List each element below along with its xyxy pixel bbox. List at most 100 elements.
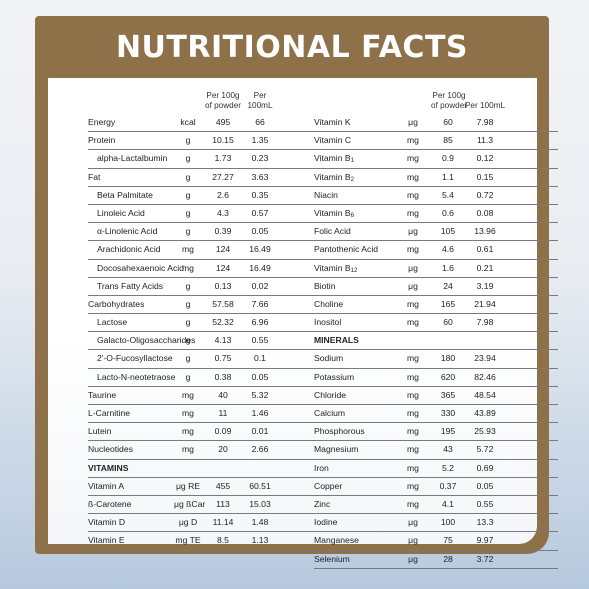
nutrient-subscript: 12	[350, 267, 358, 274]
nutrient-row: Vitamin E mg TE 8.5 1.13	[88, 532, 331, 551]
nutrient-unit: μg ßCar	[174, 498, 206, 509]
nutrient-name: Lacto-N-neotetraose	[97, 371, 176, 382]
value-per-100g: 4.13	[214, 335, 232, 346]
nutrient-row: Iodine μg 100 13.3	[314, 514, 558, 533]
value-per-100ml: 0.05	[251, 226, 269, 237]
nutrient-unit: mg	[407, 317, 419, 328]
nutrient-row: L-Carnitine mg 11 1.46	[88, 405, 331, 424]
nutrient-unit: mg	[407, 462, 419, 473]
nutrient-row: Selenium μg 28 3.72	[314, 551, 558, 569]
per-100g-line1: Per 100g	[432, 91, 466, 100]
value-per-100ml: 0.55	[476, 498, 494, 509]
nutrient-name: α-Linolenic Acid	[97, 226, 158, 237]
nutrient-row: Lutein mg 0.09 0.01	[88, 423, 331, 442]
nutrient-row: Inositol mg 60 7.98	[314, 314, 558, 333]
value-per-100g: 100	[440, 517, 456, 528]
value-per-100ml: 0.23	[251, 153, 269, 164]
value-per-100ml: 3.72	[476, 553, 494, 564]
section-header-row: VITAMINS	[88, 460, 331, 478]
value-per-100g: 10.15	[212, 135, 234, 146]
left-column-header: Per 100g of powder Per 100mL	[88, 80, 331, 114]
nutrient-name: Selenium	[314, 553, 350, 564]
nutrient-name: Manganese	[314, 535, 359, 546]
nutrient-row: Calcium mg 330 43.89	[314, 405, 558, 424]
nutrient-name: Vitamin E	[88, 535, 125, 546]
nutrient-row: Vitamin B2 mg 1.1 0.15	[314, 169, 558, 187]
nutrient-name: Chloride	[314, 389, 347, 400]
nutrient-unit: mg	[182, 244, 194, 255]
nutrient-name: Carbohydrates	[88, 298, 145, 309]
value-per-100g: 4.3	[217, 207, 229, 218]
nutrient-name: Iron	[314, 462, 329, 473]
nutrient-unit: μg	[408, 280, 418, 291]
nutrient-name: Vitamin B	[314, 171, 351, 182]
nutrient-row: Niacin mg 5.4 0.72	[314, 187, 558, 205]
nutrient-row: ß-Carotene μg ßCar 113 15.03	[88, 496, 331, 515]
nutrient-unit: g	[185, 353, 191, 364]
value-per-100g: 8.5	[217, 535, 229, 546]
nutrient-row: Energy kcal 495 66	[88, 114, 331, 133]
value-per-100ml: 0.21	[476, 262, 494, 273]
nutrient-unit: mg	[407, 426, 419, 437]
value-per-100ml: 66	[255, 117, 265, 127]
value-per-100ml: 6.96	[251, 317, 269, 328]
value-per-100g: 0.38	[214, 371, 232, 382]
nutrient-unit: g	[185, 135, 191, 146]
nutrient-name: Pantothenic Acid	[314, 244, 379, 255]
value-per-100g: 124	[215, 244, 231, 255]
value-per-100g: 57.58	[212, 298, 234, 309]
value-per-100g: 0.13	[214, 280, 232, 291]
nutrient-name: Vitamin C	[314, 135, 352, 146]
nutrient-name: Copper	[314, 480, 343, 491]
value-per-100g: 60	[443, 117, 453, 127]
value-per-100g: 43	[443, 444, 453, 455]
nutrient-row: Sodium mg 180 23.94	[314, 350, 558, 369]
nutrient-unit: g	[185, 189, 191, 200]
nutrient-unit: mg	[407, 207, 419, 218]
value-per-100ml: 43.89	[474, 408, 496, 418]
value-per-100g: 60	[443, 317, 453, 328]
nutrient-name: Inositol	[314, 317, 342, 328]
value-per-100ml: 82.46	[474, 371, 496, 382]
nutrient-row: Linoleic Acid g 4.3 0.57	[88, 205, 331, 224]
nutrient-unit: μg	[408, 226, 418, 237]
value-per-100g: 365	[440, 389, 456, 400]
nutrient-unit: mg	[407, 353, 419, 364]
nutrient-row: Choline mg 165 21.94	[314, 296, 558, 315]
nutrient-unit: g	[185, 317, 191, 328]
value-per-100g: 113	[216, 498, 230, 509]
left-rows: Energy kcal 495 66 Protein g 10.15 1.35 alpha-La…	[88, 114, 331, 551]
nutrient-unit: mg TE	[175, 535, 201, 546]
nutrient-unit: mg	[407, 498, 419, 509]
value-per-100g: 620	[440, 371, 456, 382]
value-per-100g: 195	[440, 426, 456, 437]
nutrient-row: Vitamin B1 mg 0.9 0.12	[314, 150, 558, 169]
value-per-100g: 0.09	[214, 426, 232, 437]
nutrient-name-wrap: Vitamin B6	[314, 205, 354, 222]
nutrient-row: Magnesium mg 43 5.72	[314, 441, 558, 460]
nutrient-name: Vitamin B	[314, 207, 351, 218]
value-per-100g: 105	[440, 226, 456, 237]
value-per-100g: 4.1	[442, 498, 454, 509]
nutrient-name: Calcium	[314, 408, 346, 418]
value-per-100ml: 0.55	[251, 335, 269, 346]
nutrient-row: Vitamin B12 μg 1.6 0.21	[314, 260, 558, 278]
nutrient-name-wrap: Vitamin B12	[314, 260, 357, 277]
value-per-100ml: 25.93	[474, 426, 496, 437]
value-per-100g: 27.27	[212, 171, 234, 182]
nutrient-name: alpha-Lactalbumin	[97, 153, 168, 164]
nutrient-unit: μg	[408, 535, 418, 546]
nutrient-row: 2'-O-Fucosyllactose g 0.75 0.1	[88, 350, 331, 369]
value-per-100g: 5.2	[442, 462, 454, 473]
nutrient-row: Lacto-N-neotetraose g 0.38 0.05	[88, 369, 331, 387]
nutrient-unit: mg	[407, 389, 419, 400]
value-per-100g: 455	[215, 480, 231, 491]
nutrient-name: Linoleic Acid	[97, 207, 145, 218]
nutrient-row: Carbohydrates g 57.58 7.66	[88, 296, 331, 315]
value-per-100ml: 16.49	[249, 244, 271, 255]
value-per-100ml: 0.05	[476, 480, 494, 491]
nutrient-row: Beta Palmitate g 2.6 0.35	[88, 187, 331, 205]
nutrient-unit: kcal	[180, 117, 196, 127]
nutrient-unit: mg	[407, 480, 419, 491]
section-header-row: MINERALS	[314, 332, 558, 351]
